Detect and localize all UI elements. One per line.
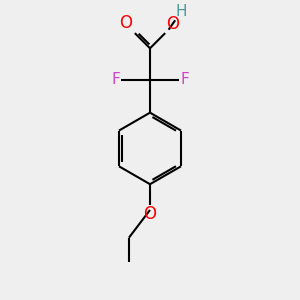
Text: F: F [111,72,120,87]
Text: H: H [176,4,187,20]
Text: F: F [180,72,189,87]
Text: O: O [166,15,179,33]
Text: O: O [119,14,133,32]
Text: O: O [143,205,157,223]
